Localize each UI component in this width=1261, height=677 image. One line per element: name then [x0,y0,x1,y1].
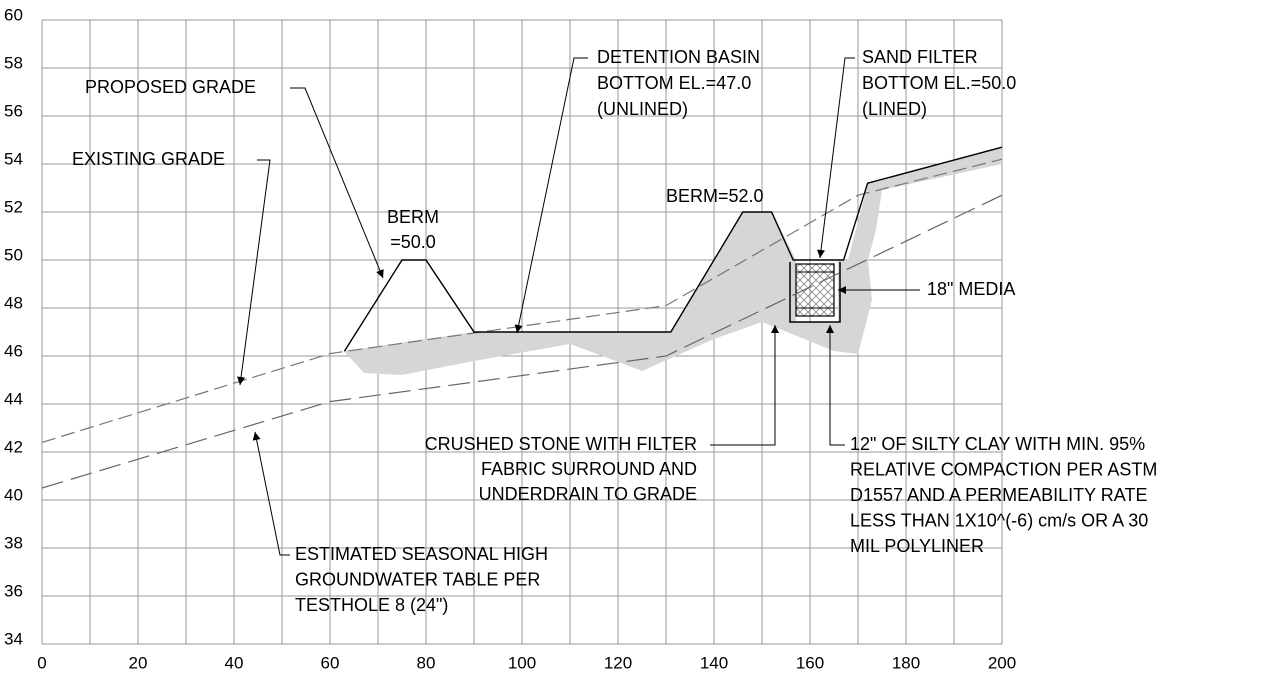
annotation-text: FABRIC SURROUND AND [481,459,697,479]
x-tick-label: 0 [37,653,46,672]
y-tick-label: 38 [4,533,23,552]
annotation-text: =50.0 [390,232,436,252]
y-tick-label: 40 [4,485,23,504]
crushed-stone [344,147,1002,375]
y-tick-label: 50 [4,245,23,264]
annotation-text: UNDERDRAIN TO GRADE [479,484,697,504]
annotation-text: CRUSHED STONE WITH FILTER [425,434,697,454]
x-tick-label: 140 [700,653,728,672]
x-tick-label: 60 [321,653,340,672]
x-tick-label: 20 [129,653,148,672]
y-tick-label: 36 [4,581,23,600]
annotation-text: 18" MEDIA [927,279,1015,299]
annotation-text: RELATIVE COMPACTION PER ASTM [850,459,1157,479]
x-tick-label: 180 [892,653,920,672]
annotation-text: ESTIMATED SEASONAL HIGH [295,544,548,564]
annotation-text: BERM [387,207,439,227]
y-tick-label: 34 [4,629,23,648]
x-tick-label: 40 [225,653,244,672]
y-tick-label: 48 [4,293,23,312]
annotation-text: DETENTION BASIN [597,47,760,67]
leader-line [514,57,588,334]
annotation-text: PROPOSED GRADE [85,77,256,97]
x-tick-label: 160 [796,653,824,672]
annotation-text: TESTHOLE 8 (24") [295,595,448,615]
annotation-text: MIL POLYLINER [850,536,984,556]
annotation-text: BOTTOM EL.=47.0 [597,73,751,93]
grade-line [343,146,1003,352]
annotation-text: EXISTING GRADE [72,149,225,169]
leader-line [252,431,290,556]
x-tick-label: 80 [417,653,436,672]
x-tick-label: 100 [508,653,536,672]
x-tick-label: 120 [604,653,632,672]
annotation-text: 12" OF SILTY CLAY WITH MIN. 95% [850,434,1145,454]
y-tick-label: 58 [4,53,23,72]
leader-line [237,159,271,386]
y-tick-label: 52 [4,197,23,216]
x-tick-label: 200 [988,653,1016,672]
leader-line [817,57,855,259]
annotation-text: SAND FILTER [862,47,978,67]
y-tick-label: 46 [4,341,23,360]
y-tick-label: 54 [4,149,23,168]
annotation-text: GROUNDWATER TABLE PER [295,569,540,589]
annotation-text: LESS THAN 1X10^(-6) cm/s OR A 30 [850,510,1148,530]
leader-line [710,325,779,446]
grade-line [41,158,1003,443]
annotation-text: (LINED) [862,99,927,119]
sand-filter [795,263,835,317]
annotation-text: BERM=52.0 [666,186,764,206]
y-tick-label: 56 [4,101,23,120]
leader-line [290,87,384,279]
y-tick-label: 60 [4,5,23,24]
annotation-text: (UNLINED) [597,99,688,119]
annotation-text: BOTTOM EL.=50.0 [862,73,1016,93]
leader-line [826,325,845,446]
y-tick-label: 44 [4,389,23,408]
annotation-text: D1557 AND A PERMEABILITY RATE [850,485,1147,505]
y-tick-label: 42 [4,437,23,456]
grade-line [41,194,1003,489]
